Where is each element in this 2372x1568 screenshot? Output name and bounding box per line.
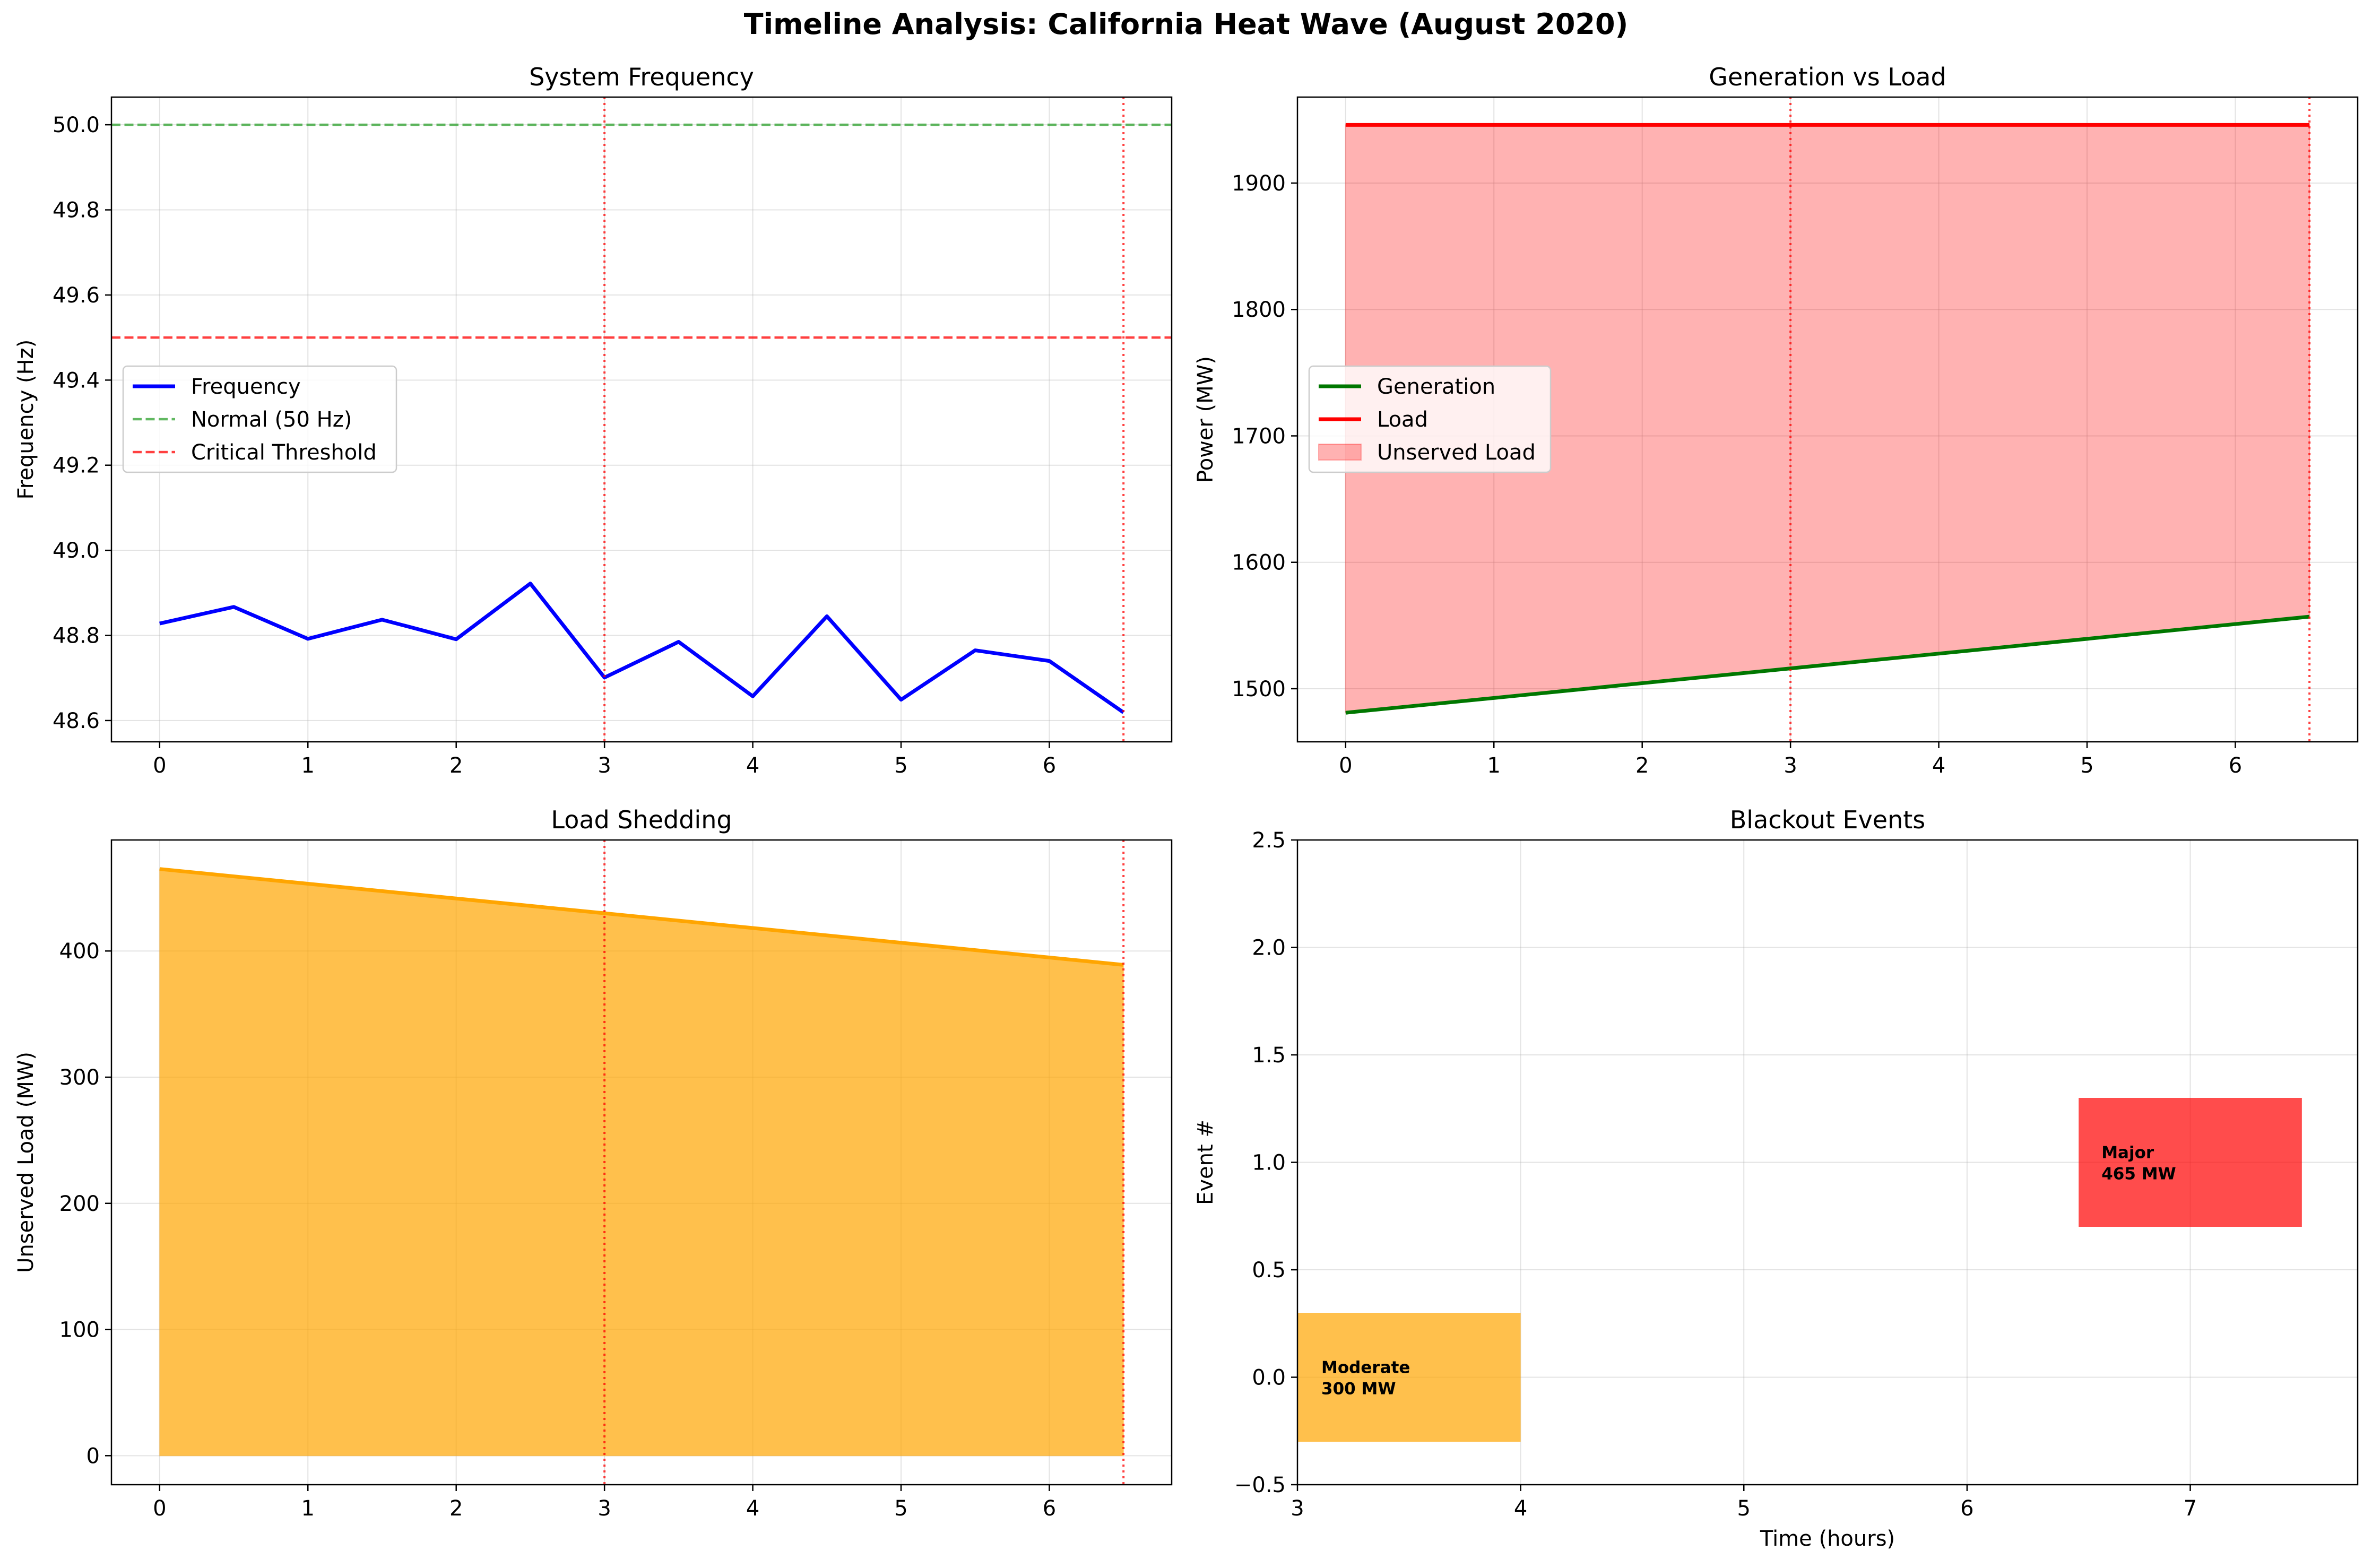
legend-swatch xyxy=(1318,444,1362,461)
y-tick-label: 0 xyxy=(86,1444,100,1468)
legend-label: Generation xyxy=(1377,375,1495,399)
event-severity-label: Moderate xyxy=(1321,1358,1410,1378)
x-tick-label: 6 xyxy=(2229,753,2242,778)
legend: Generation Load Unserved Load xyxy=(1308,365,1552,473)
generation-line xyxy=(1345,614,2310,715)
y-tick-label: 50.0 xyxy=(53,113,100,137)
panel-title: Blackout Events xyxy=(1730,805,1926,834)
y-tick-label: 1900 xyxy=(1232,171,1286,196)
y-tick-label: 300 xyxy=(59,1065,100,1090)
y-tick-label: 2.5 xyxy=(1252,828,1286,853)
y-tick-label: 400 xyxy=(59,939,100,964)
unserved-load-line xyxy=(159,867,1124,967)
axes-frame xyxy=(1296,96,2359,743)
axes-frame xyxy=(1296,839,2359,1486)
x-tick-label: 3 xyxy=(1784,753,1797,778)
legend-label: Critical Threshold xyxy=(191,440,377,465)
panel-title: Generation vs Load xyxy=(1709,63,1946,91)
x-tick-label: 4 xyxy=(746,1496,759,1521)
y-tick-label: 100 xyxy=(59,1318,100,1342)
panel-title: Load Shedding xyxy=(551,805,732,834)
x-tick-label: 6 xyxy=(1043,753,1056,778)
y-axis-label: Unserved Load (MW) xyxy=(14,1052,38,1273)
y-tick-label: 48.8 xyxy=(53,624,100,648)
legend: Frequency Normal (50 Hz) Critical Threshol… xyxy=(122,365,397,473)
x-tick-label: 5 xyxy=(2080,753,2093,778)
legend-label: Frequency xyxy=(191,375,301,399)
legend-label: Load xyxy=(1377,408,1428,432)
y-tick-label: 1700 xyxy=(1232,424,1286,448)
x-tick-label: 1 xyxy=(1487,753,1501,778)
y-tick-label: 48.6 xyxy=(53,709,100,733)
x-tick-label: 7 xyxy=(2184,1496,2197,1521)
x-tick-label: 1 xyxy=(301,753,315,778)
figure-title: Timeline Analysis: California Heat Wave … xyxy=(743,7,1629,41)
y-tick-label: 1800 xyxy=(1232,298,1286,322)
legend-label: Normal (50 Hz) xyxy=(191,408,352,432)
plot-area xyxy=(111,97,1172,742)
y-tick-label: −0.5 xyxy=(1234,1473,1286,1497)
unserved-load-area xyxy=(159,868,1124,1457)
panel-3: 0 1 2 3 4 5 6 0 100 200 300 400 Load Shedding Unserve… xyxy=(14,805,1173,1521)
x-tick-label: 4 xyxy=(746,753,759,778)
x-tick-label: 5 xyxy=(894,1496,907,1521)
axes-frame xyxy=(110,96,1173,743)
x-tick-label: 2 xyxy=(1635,753,1649,778)
plot-area xyxy=(1345,97,2311,742)
x-axis-label: Time (hours) xyxy=(1760,1527,1895,1551)
plot-area: Moderate 300 MW Major 465 MW xyxy=(1297,1098,2302,1442)
x-tick-label: 5 xyxy=(1737,1496,1751,1521)
y-axis-label: Event # xyxy=(1193,1120,1218,1205)
x-tick-label: 4 xyxy=(1932,753,1945,778)
x-tick-label: 3 xyxy=(1291,1496,1304,1521)
y-tick-label: 1.0 xyxy=(1252,1151,1286,1175)
y-tick-label: 49.2 xyxy=(53,454,100,478)
y-tick-label: 1600 xyxy=(1232,551,1286,575)
legend-box xyxy=(122,365,397,473)
frequency-line xyxy=(159,582,1125,714)
panel-4: 3 4 5 6 7 −0.5 0.0 0.5 1.0 1.5 2.0 2.5 Moderate 300 M… xyxy=(1193,805,2359,1551)
x-tick-label: 5 xyxy=(894,753,907,778)
y-tick-label: 49.8 xyxy=(53,198,100,223)
y-tick-label: 2.0 xyxy=(1252,936,1286,960)
x-tick-label: 4 xyxy=(1514,1496,1527,1521)
x-tick-label: 2 xyxy=(449,753,463,778)
x-tick-label: 2 xyxy=(449,1496,463,1521)
y-tick-label: 200 xyxy=(59,1192,100,1216)
legend-label: Unserved Load xyxy=(1377,440,1536,465)
panel-1: 0 1 2 3 4 5 6 48.6 48.8 49.0 49.2 49.4 49.6 49.8 50.0 S… xyxy=(14,63,1173,778)
y-tick-label: 0.5 xyxy=(1252,1258,1286,1283)
event-severity-label: Major xyxy=(2101,1143,2154,1163)
y-axis-label: Power (MW) xyxy=(1193,356,1218,483)
axes-frame xyxy=(110,839,1173,1486)
y-axis-label: Frequency (Hz) xyxy=(14,340,38,500)
event-mw-label: 465 MW xyxy=(2101,1165,2176,1184)
y-tick-label: 49.4 xyxy=(53,368,100,393)
x-tick-label: 3 xyxy=(598,753,611,778)
panel-2: 0 1 2 3 4 5 6 1500 1600 1700 1800 1900 Generation vs… xyxy=(1193,63,2359,778)
blackout-event-bar xyxy=(1297,1313,1521,1442)
y-tick-label: 1500 xyxy=(1232,677,1286,701)
y-tick-label: 1.5 xyxy=(1252,1043,1286,1068)
y-tick-label: 0.0 xyxy=(1252,1366,1286,1390)
y-tick-label: 49.0 xyxy=(53,539,100,563)
legend-box xyxy=(1308,365,1552,473)
plot-area xyxy=(159,840,1125,1485)
panel-title: System Frequency xyxy=(529,63,754,91)
x-tick-label: 0 xyxy=(153,1496,166,1521)
x-tick-label: 6 xyxy=(1960,1496,1973,1521)
y-tick-label: 49.6 xyxy=(53,283,100,308)
x-tick-label: 1 xyxy=(301,1496,315,1521)
x-tick-label: 3 xyxy=(598,1496,611,1521)
x-tick-label: 6 xyxy=(1043,1496,1056,1521)
blackout-event-bar xyxy=(2079,1098,2302,1227)
x-tick-label: 0 xyxy=(153,753,166,778)
x-tick-label: 0 xyxy=(1339,753,1352,778)
event-mw-label: 300 MW xyxy=(1321,1380,1396,1399)
